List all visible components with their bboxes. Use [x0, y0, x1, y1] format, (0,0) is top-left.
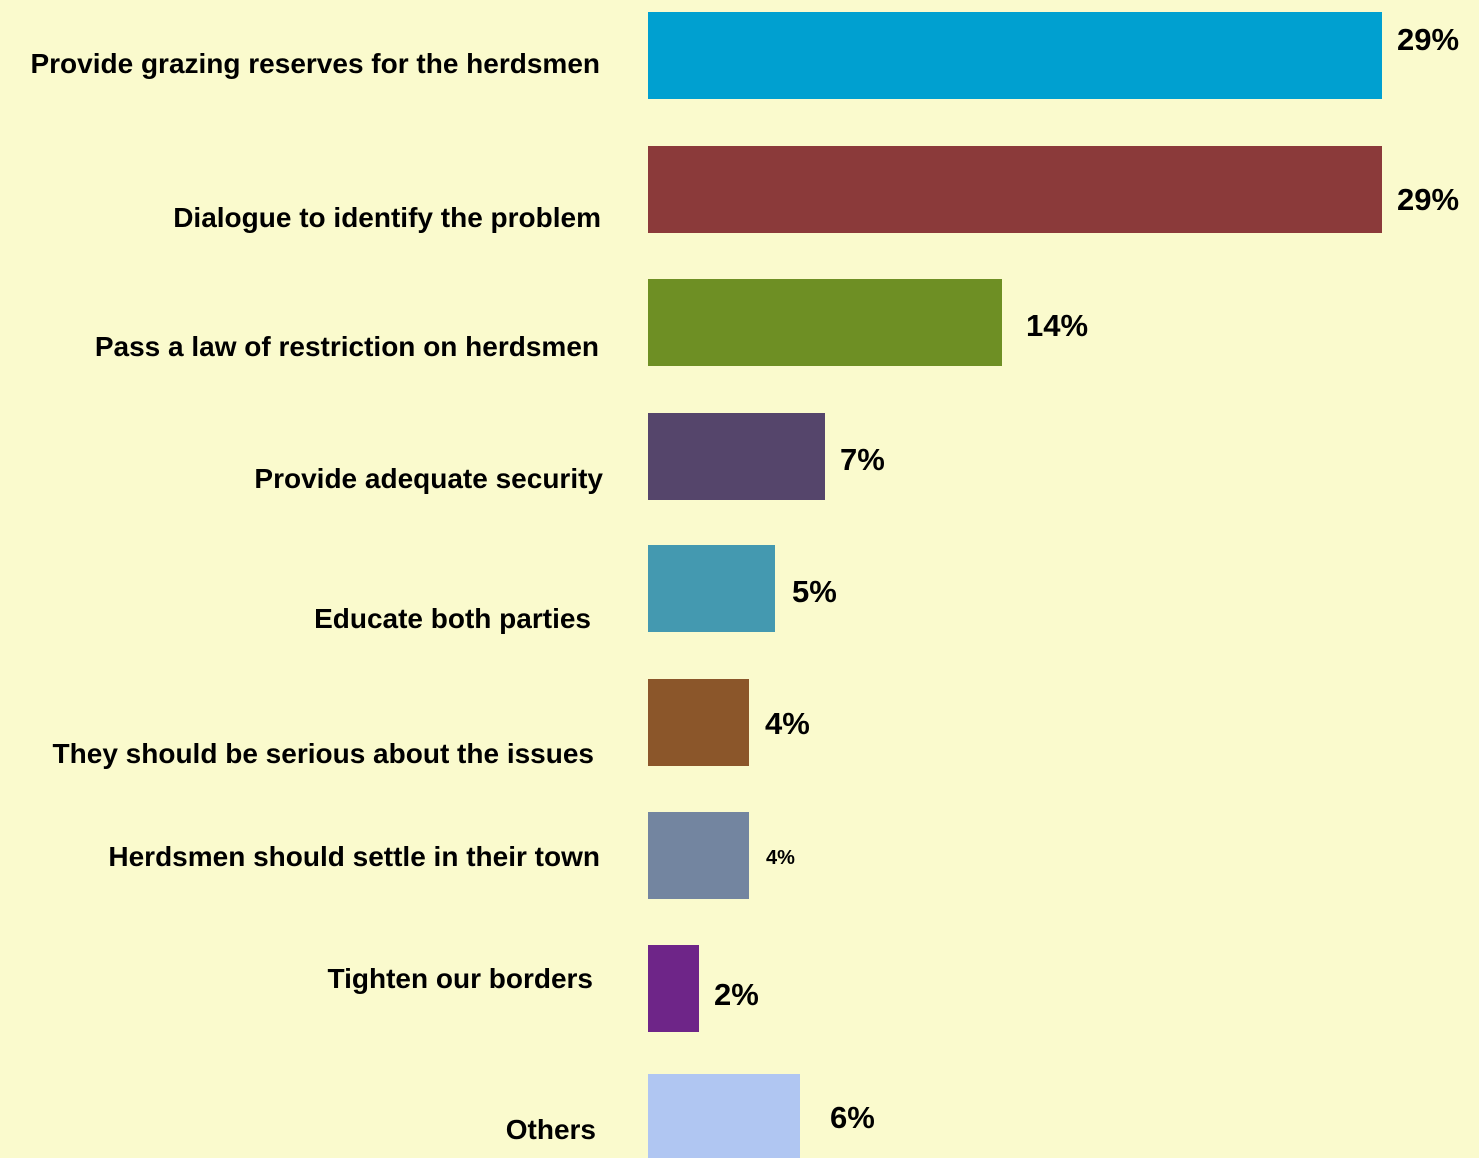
category-label-9: Others — [506, 1114, 596, 1145]
value-label-9: 6% — [830, 1100, 875, 1135]
value-label-1: 29% — [1397, 22, 1459, 57]
category-label-4: Provide adequate security — [254, 463, 603, 494]
bar-7 — [648, 812, 749, 899]
value-label-7: 4% — [766, 847, 795, 869]
bar-1 — [648, 12, 1382, 99]
bar-5 — [648, 545, 775, 632]
category-label-3: Pass a law of restriction on herdsmen — [95, 331, 599, 362]
value-label-3: 14% — [1026, 308, 1088, 343]
bar-8 — [648, 945, 699, 1032]
value-label-2: 29% — [1397, 182, 1459, 217]
value-label-8: 2% — [714, 977, 759, 1012]
category-label-1: Provide grazing reserves for the herdsme… — [30, 48, 600, 79]
bar-9 — [648, 1074, 800, 1158]
bar-3 — [648, 279, 1002, 366]
category-label-8: Tighten our borders — [328, 963, 594, 994]
category-label-6: They should be serious about the issues — [53, 738, 594, 769]
category-label-5: Educate both parties — [314, 603, 591, 634]
value-label-6: 4% — [765, 706, 810, 741]
category-label-7: Herdsmen should settle in their town — [108, 841, 600, 872]
value-label-5: 5% — [792, 574, 837, 609]
bar-4 — [648, 413, 825, 500]
value-label-4: 7% — [840, 442, 885, 477]
bar-6 — [648, 679, 749, 766]
bar-2 — [648, 146, 1382, 233]
category-label-2: Dialogue to identify the problem — [173, 202, 601, 233]
